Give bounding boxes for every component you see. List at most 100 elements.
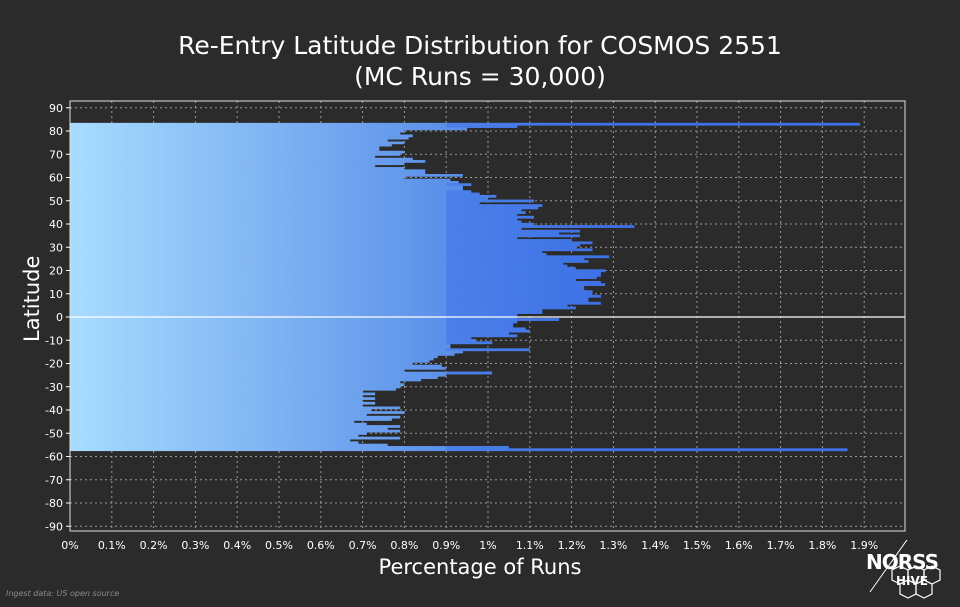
chart-title: Re-Entry Latitude Distribution for COSMO… [178,31,782,60]
x-tick-label: 1% [479,539,496,552]
y-tick-label: -60 [45,451,63,464]
x-axis-label: Percentage of Runs [378,555,582,579]
bar [70,362,413,366]
bar-end [446,278,576,282]
bar [70,297,589,300]
bar-end [446,253,547,256]
logo-text-hive: HIVE [896,574,928,588]
bar [70,429,401,433]
bar [70,322,514,326]
bar [70,353,455,356]
bar [70,192,480,196]
bar-end [446,197,488,200]
bar [70,327,526,331]
y-tick-label: 60 [49,172,63,185]
bar-end [446,192,480,196]
chart-subtitle: (MC Runs = 30,000) [354,62,606,91]
bar [70,392,376,396]
bar-end [446,229,580,233]
bar-end [446,322,514,326]
bar-end [446,318,560,321]
bar-end [446,371,493,375]
bar [70,141,405,145]
bar [70,411,405,414]
bar [70,278,576,282]
bar-end [446,306,576,310]
x-tick-label: 1.5% [683,539,711,552]
bar [70,329,530,333]
bar [70,169,426,173]
bar [70,376,438,380]
bar [70,218,518,221]
y-tick-label: 10 [49,288,63,301]
bar-end [446,313,518,317]
bar-end [446,348,530,352]
bar [70,441,359,445]
bar [70,373,447,377]
bar [70,136,409,140]
bar [70,171,426,175]
bar [70,153,401,156]
bar [70,287,585,291]
bar [70,357,434,361]
bar [70,408,371,412]
bar-end [446,204,543,207]
bar-end [446,194,497,198]
bar [70,146,380,149]
bar [70,343,451,347]
x-tick-label: 0.2% [140,539,168,552]
y-tick-label: -30 [45,381,63,394]
bar [70,132,401,135]
bar-end [446,239,572,242]
y-tick-label: -70 [45,474,63,487]
x-tick-label: 0.8% [390,539,418,552]
bar [70,253,547,256]
y-tick-label: 80 [49,125,63,138]
bar-end [446,308,543,312]
y-axis-label: Latitude [20,255,44,342]
bar [70,178,451,182]
bar-end [446,304,568,307]
bar [70,125,518,128]
bar-end [446,280,601,284]
bar [70,399,363,403]
bar [70,434,359,438]
bar [70,299,589,303]
bar-end [446,271,601,275]
bar [70,341,493,345]
footnote: Ingest data: US open source [6,589,120,598]
bar [70,255,610,259]
bar [70,380,401,384]
bar [70,413,367,417]
bar [70,364,443,368]
bar [70,290,593,293]
bar [70,350,463,354]
logo-text-norss: NORSS [866,550,939,574]
x-tick-label: 0.3% [181,539,209,552]
bar-end [446,262,564,266]
bar-end [446,125,518,128]
bar [70,211,526,214]
bar [70,273,601,277]
bar-end [446,222,534,226]
bar [70,387,397,391]
bar-end [446,248,593,252]
bar [70,139,388,142]
bar [70,271,601,275]
logo-hex-icon [869,540,941,599]
y-tick-label: 40 [49,218,63,231]
y-tick-label: -20 [45,358,63,371]
bar-end [446,227,522,231]
bar-end [446,301,601,305]
bar [70,292,593,296]
x-tick-label: 1.1% [516,539,544,552]
bar [70,318,560,321]
bar-end [446,334,518,338]
bar-end [446,190,472,194]
bar [70,334,518,338]
bar-end [446,257,585,261]
y-tick-label: -10 [45,334,63,347]
bar [70,148,380,152]
bar [70,204,543,207]
bar [70,199,534,203]
